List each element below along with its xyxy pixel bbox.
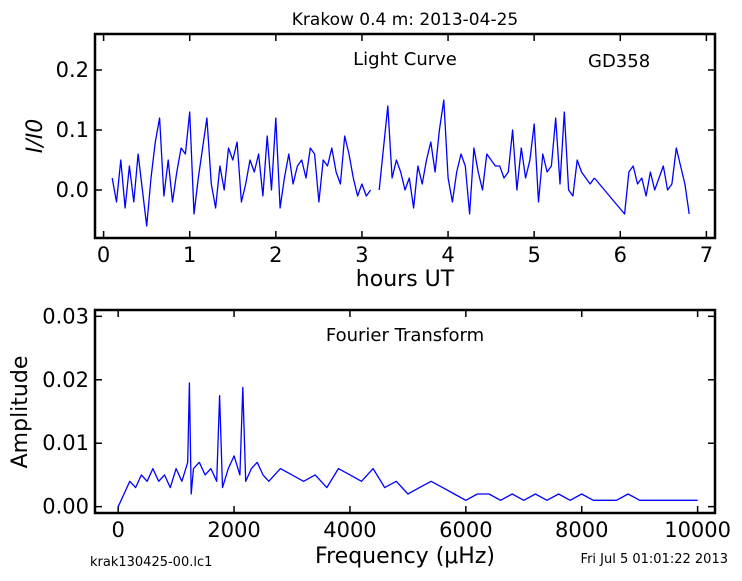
y-tick-label: 0.1 bbox=[56, 118, 89, 142]
light-curve-panel: 0 1 2 3 4 5 6 7 0.0 0.1 0.2 Light Curve GD358 hou… bbox=[23, 32, 717, 292]
star-name-label: GD358 bbox=[588, 51, 650, 72]
x-tick-label: 6 bbox=[614, 243, 627, 267]
x-tick-label: 0 bbox=[97, 243, 110, 267]
fourier-panel: 0 2000 4000 6000 8000 10000 0.000.010.020.03 … bbox=[8, 304, 731, 569]
fourier-x-tick-labels: 0 2000 4000 6000 8000 10000 bbox=[111, 518, 731, 542]
fourier-y-axis-title: Amplitude bbox=[8, 356, 33, 469]
fourier-frame bbox=[93, 308, 717, 515]
fourier-title: Fourier Transform bbox=[326, 325, 484, 346]
x-tick-label: 3 bbox=[355, 243, 368, 267]
light-curve-y-axis-title: I/I0 bbox=[23, 119, 48, 153]
footer-filename: krak130425-00.lc1 bbox=[90, 555, 212, 570]
series-line-0 bbox=[117, 382, 698, 507]
series-line-2 bbox=[593, 147, 690, 215]
light-curve-frame bbox=[93, 32, 717, 240]
light-curve-x-tick-labels: 0 1 2 3 4 5 6 7 bbox=[97, 243, 713, 267]
series-line-0 bbox=[111, 111, 372, 227]
light-curve-series bbox=[111, 99, 690, 227]
x-tick-label: 7 bbox=[700, 243, 713, 267]
x-tick-label: 0 bbox=[111, 518, 124, 542]
x-tick-label: 2000 bbox=[207, 518, 260, 542]
x-tick-label: 4 bbox=[441, 243, 454, 267]
footer-timestamp: Fri Jul 5 01:01:22 2013 bbox=[581, 552, 728, 567]
light-curve-title: Light Curve bbox=[353, 49, 457, 70]
series-line-1 bbox=[378, 99, 595, 215]
x-tick-label: 8000 bbox=[555, 518, 608, 542]
x-tick-label: 5 bbox=[527, 243, 540, 267]
y-tick-label: 0.2 bbox=[56, 58, 89, 82]
light-curve-x-axis-title: hours UT bbox=[356, 267, 455, 292]
y-tick-label: 0.0 bbox=[56, 178, 89, 202]
x-tick-label: 1 bbox=[183, 243, 196, 267]
fourier-series bbox=[117, 382, 698, 507]
x-tick-label: 2 bbox=[269, 243, 282, 267]
y-tick-label: 0.01 bbox=[42, 431, 89, 455]
light-curve-y-tick-labels: 0.0 0.1 0.2 bbox=[56, 58, 89, 202]
x-tick-label: 4000 bbox=[323, 518, 376, 542]
fourier-y-tick-labels: 0.00 0.01 0.02 0.03 bbox=[42, 304, 89, 518]
x-tick-label: 6000 bbox=[439, 518, 492, 542]
y-tick-label: 0.00 bbox=[42, 495, 89, 519]
x-tick-label: 10000 bbox=[664, 518, 731, 542]
fourier-x-axis-title: Frequency (μHz) bbox=[315, 544, 495, 569]
y-tick-label: 0.02 bbox=[42, 368, 89, 392]
figure-title: Krakow 0.4 m: 2013-04-25 bbox=[292, 10, 518, 30]
y-tick-label: 0.03 bbox=[42, 304, 89, 328]
